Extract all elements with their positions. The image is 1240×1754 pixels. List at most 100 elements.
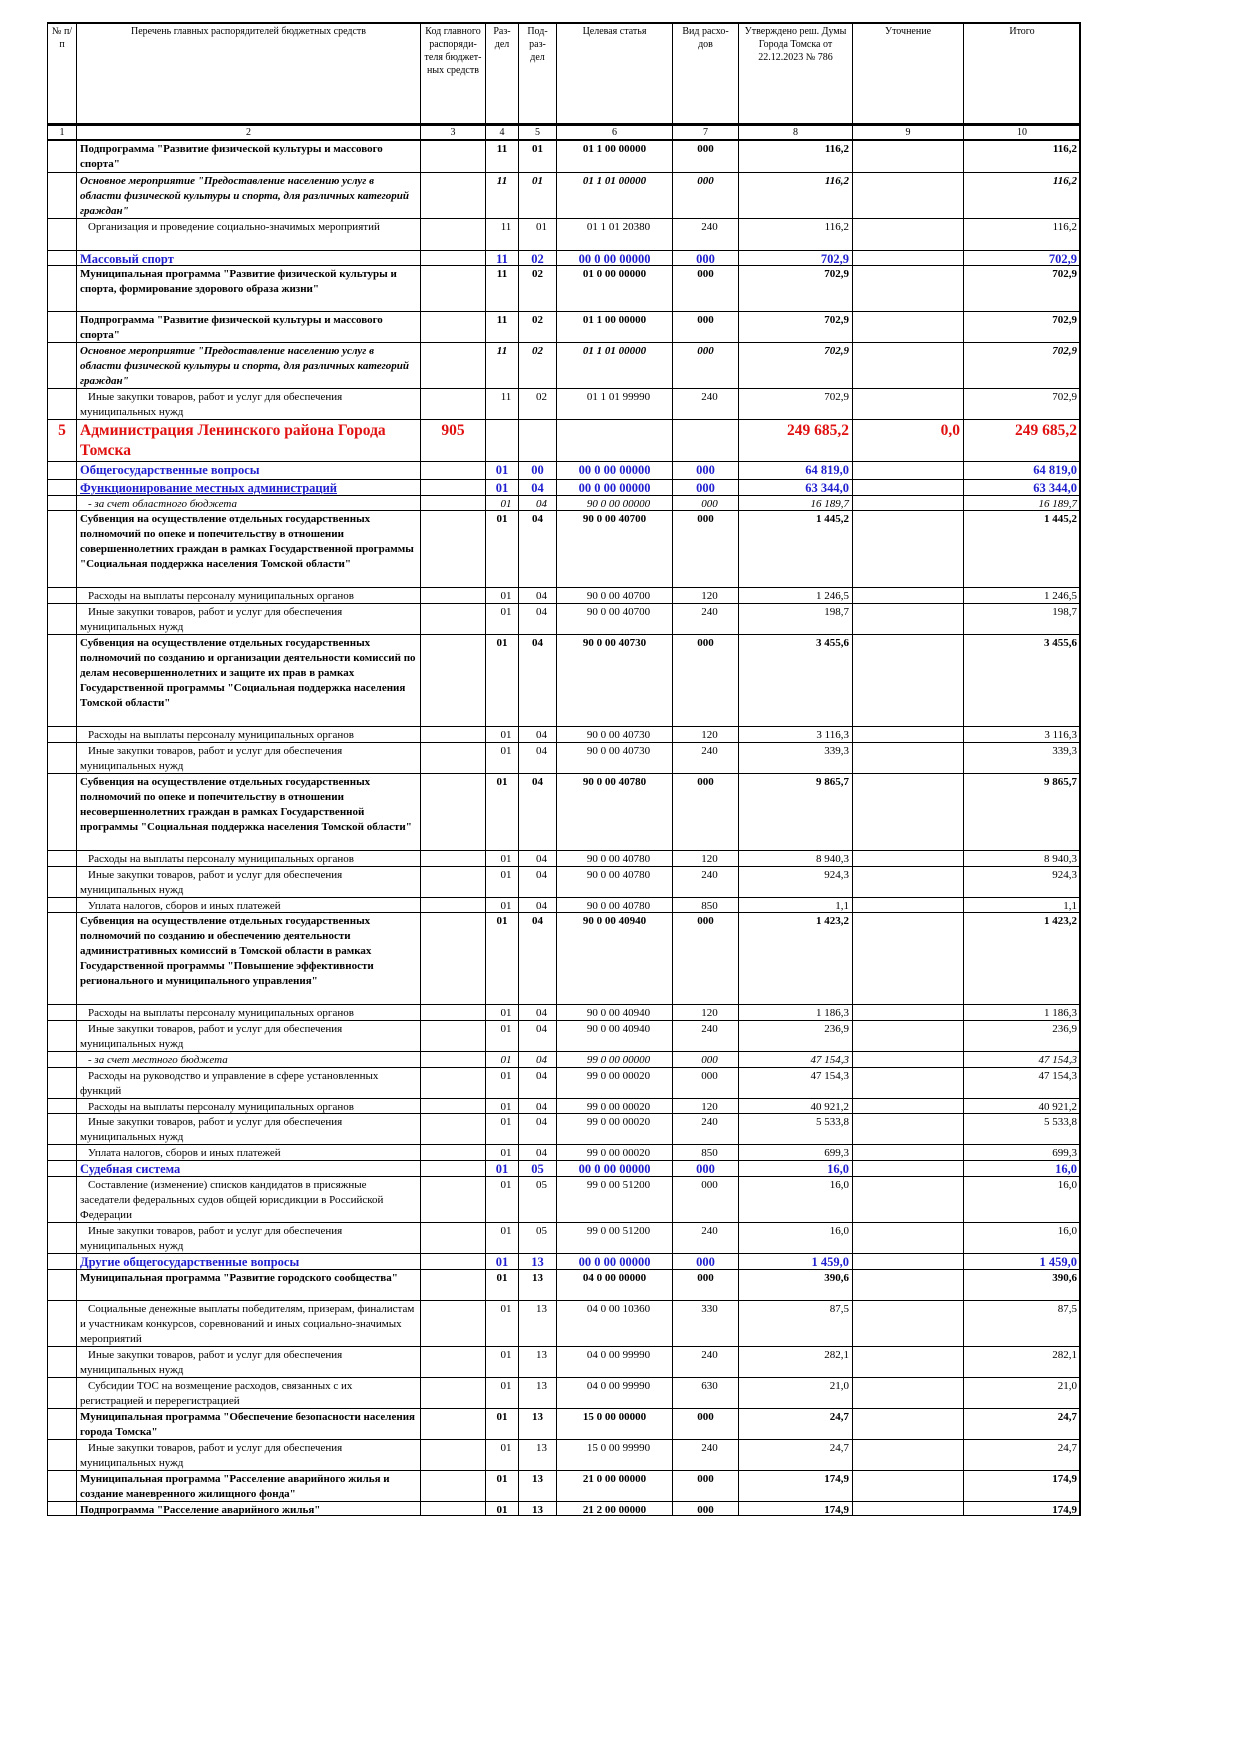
cell [420, 1346, 485, 1377]
cell-text: 116,2 [824, 221, 849, 233]
cell [852, 1160, 963, 1176]
cell-text: 240 [701, 1023, 718, 1035]
cell [485, 419, 518, 461]
cell: 01 0 00 00000 [556, 265, 672, 311]
cell: 01 1 00 00000 [556, 140, 672, 172]
cell-text: 04 [532, 513, 543, 525]
cell: 13 [518, 1377, 556, 1408]
cell: 90 0 00 40700 [556, 587, 672, 603]
cell: 01 [485, 461, 518, 479]
cell-text: 198,7 [1052, 606, 1077, 618]
cell [47, 1222, 76, 1253]
column-number: 2 [76, 124, 420, 140]
cell: Муниципальная программа "Развитие городс… [76, 1269, 420, 1300]
cell: 1 445,2 [738, 510, 852, 587]
cell: 11 [485, 388, 518, 419]
cell: 240 [672, 1020, 738, 1051]
cell-text: 5 [58, 422, 66, 439]
cell-text: 13 [532, 1473, 543, 1485]
cell-text: 02 [532, 314, 543, 326]
cell: 120 [672, 587, 738, 603]
cell-text: 1 423,2 [816, 915, 849, 927]
cell: 04 [518, 1020, 556, 1051]
cell-text: 116,2 [1052, 175, 1077, 187]
cell [420, 897, 485, 912]
cell-text: 000 [697, 143, 714, 155]
cell-text: 120 [701, 1007, 718, 1019]
cell-text: Другие общегосударственные вопросы [80, 1255, 300, 1269]
cell-text: 99 0 00 51200 [586, 1179, 651, 1191]
cell: 04 [518, 912, 556, 1004]
cell: 000 [672, 311, 738, 342]
cell-text: 240 [701, 1442, 718, 1454]
cell-text: Субвенция на осуществление отдельных гос… [80, 776, 412, 833]
cell [420, 510, 485, 587]
cell: 01 [485, 479, 518, 495]
cell-text: Социальные денежные выплаты победителям,… [80, 1303, 415, 1345]
cell [852, 897, 963, 912]
cell: 240 [672, 218, 738, 250]
cell: 699,3 [963, 1144, 1080, 1160]
cell-text: 99 0 00 00020 [586, 1147, 651, 1159]
cell [47, 773, 76, 850]
cell-text: 04 [536, 606, 547, 618]
cell-text: Муниципальная программа "Развитие физиче… [80, 268, 397, 295]
cell: 01 [485, 1377, 518, 1408]
cell-text: 390,6 [1052, 1272, 1077, 1284]
cell-text: 99 0 00 51200 [586, 1225, 651, 1237]
cell [420, 265, 485, 311]
cell-text: Муниципальная программа "Обеспечение без… [80, 1411, 415, 1438]
cell [852, 172, 963, 218]
header-cell: № п/п [47, 22, 76, 124]
cell [420, 603, 485, 634]
rule [47, 123, 1081, 126]
cell-text: 16 189,7 [810, 498, 850, 510]
cell-text: 04 [536, 745, 547, 757]
cell: 04 [518, 603, 556, 634]
cell [420, 342, 485, 388]
cell-text: 2 [246, 127, 251, 138]
cell: 99 0 00 00020 [556, 1098, 672, 1113]
cell-text: 9 865,7 [1044, 776, 1077, 788]
cell-text: 630 [701, 1380, 718, 1392]
cell-text: 10 [1017, 127, 1027, 138]
cell [518, 419, 556, 461]
cell-text: Субсидии ТОС на возмещение расходов, свя… [80, 1380, 353, 1407]
cell: 16 189,7 [738, 495, 852, 510]
cell-text: 1 423,2 [1044, 915, 1077, 927]
cell-text: 116,2 [1052, 221, 1077, 233]
cell-text: Итого [1009, 26, 1035, 37]
cell-text: 282,1 [1052, 1349, 1077, 1361]
cell: 00 0 00 00000 [556, 461, 672, 479]
cell: 04 0 00 00000 [556, 1269, 672, 1300]
cell: Иные закупки товаров, работ и услуг для … [76, 742, 420, 773]
cell: 01 [485, 1113, 518, 1144]
cell: 02 [518, 388, 556, 419]
cell: 99 0 00 00020 [556, 1067, 672, 1098]
cell: 240 [672, 1222, 738, 1253]
cell-text: 01 [500, 853, 512, 865]
cell: 02 [518, 265, 556, 311]
cell [47, 265, 76, 311]
cell: 000 [672, 495, 738, 510]
cell [852, 1067, 963, 1098]
cell: 01 [485, 1253, 518, 1269]
cell: 702,9 [963, 250, 1080, 265]
cell [852, 742, 963, 773]
cell: Расходы на выплаты персоналу муниципальн… [76, 1098, 420, 1113]
cell: 01 [485, 912, 518, 1004]
cell-text: 000 [697, 345, 714, 357]
cell: 000 [672, 172, 738, 218]
cell: 000 [672, 912, 738, 1004]
cell-text: Администрация Ленинского района Города Т… [80, 422, 386, 459]
cell: 63 344,0 [738, 479, 852, 495]
cell: 116,2 [738, 218, 852, 250]
column-number: 6 [556, 124, 672, 140]
cell-text: 16,0 [829, 1225, 849, 1237]
cell-text: 04 [536, 1007, 547, 1019]
cell [420, 1439, 485, 1470]
cell [47, 218, 76, 250]
cell-text: 240 [701, 869, 718, 881]
cell-text: Иные закупки товаров, работ и услуг для … [80, 1116, 343, 1143]
cell-text: 02 [536, 391, 547, 403]
